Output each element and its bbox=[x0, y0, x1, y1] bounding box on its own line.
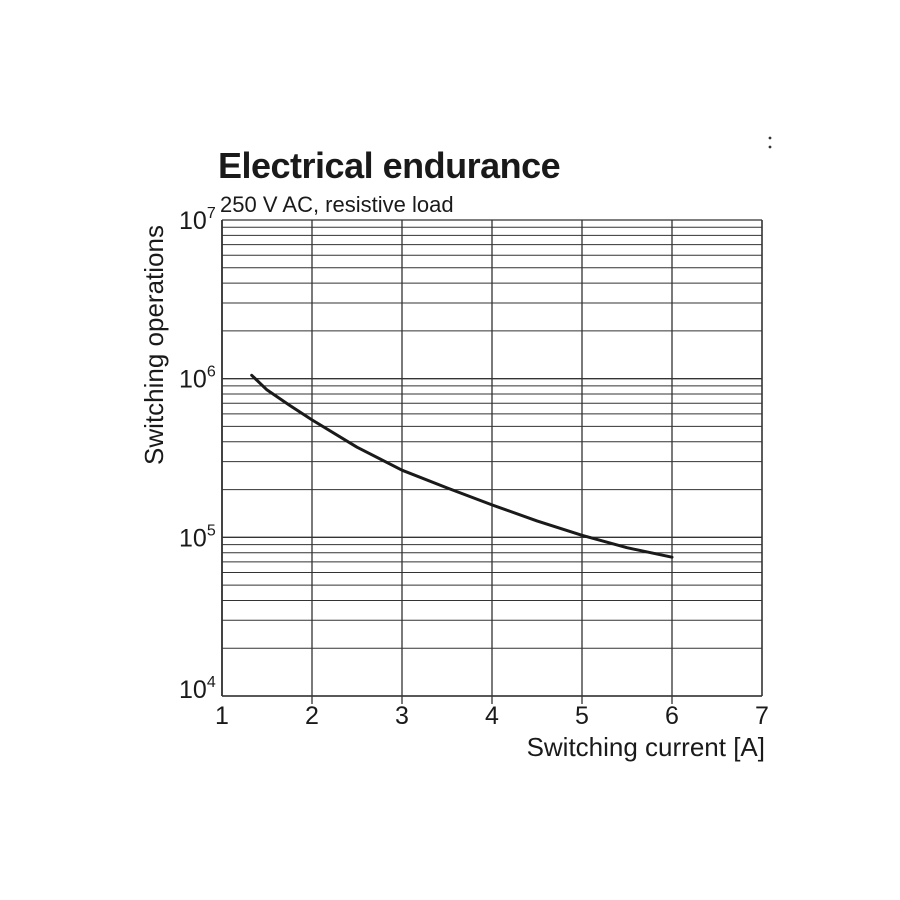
x-axis-label: Switching current [A] bbox=[527, 732, 765, 762]
x-tick-label: 4 bbox=[485, 702, 499, 730]
x-tick-label: 2 bbox=[305, 702, 319, 730]
corner-dot-bottom bbox=[768, 145, 772, 149]
grid bbox=[221, 219, 763, 704]
x-tick-label: 3 bbox=[395, 702, 409, 730]
y-tick-label: 105 bbox=[179, 522, 216, 552]
y-axis-label: Switching operations bbox=[139, 225, 169, 465]
series-line-0 bbox=[250, 373, 674, 559]
x-tick-label: 1 bbox=[215, 702, 229, 730]
y-tick-label: 104 bbox=[179, 674, 216, 704]
tick-labels: 1 2 3 4 5 6 7 104 105 106 107 bbox=[179, 205, 769, 730]
corner-dot-top bbox=[768, 136, 772, 140]
x-tick-label: 6 bbox=[665, 702, 679, 730]
series-layer bbox=[250, 373, 674, 559]
corner-marks bbox=[768, 136, 772, 149]
chart-subtitle: 250 V AC, resistive load bbox=[220, 192, 454, 217]
y-tick-label: 107 bbox=[179, 205, 216, 235]
x-tick-label: 7 bbox=[755, 702, 769, 730]
y-tick-label: 106 bbox=[179, 364, 216, 394]
x-tick-label: 5 bbox=[575, 702, 589, 730]
chart-title: Electrical endurance bbox=[218, 145, 560, 186]
